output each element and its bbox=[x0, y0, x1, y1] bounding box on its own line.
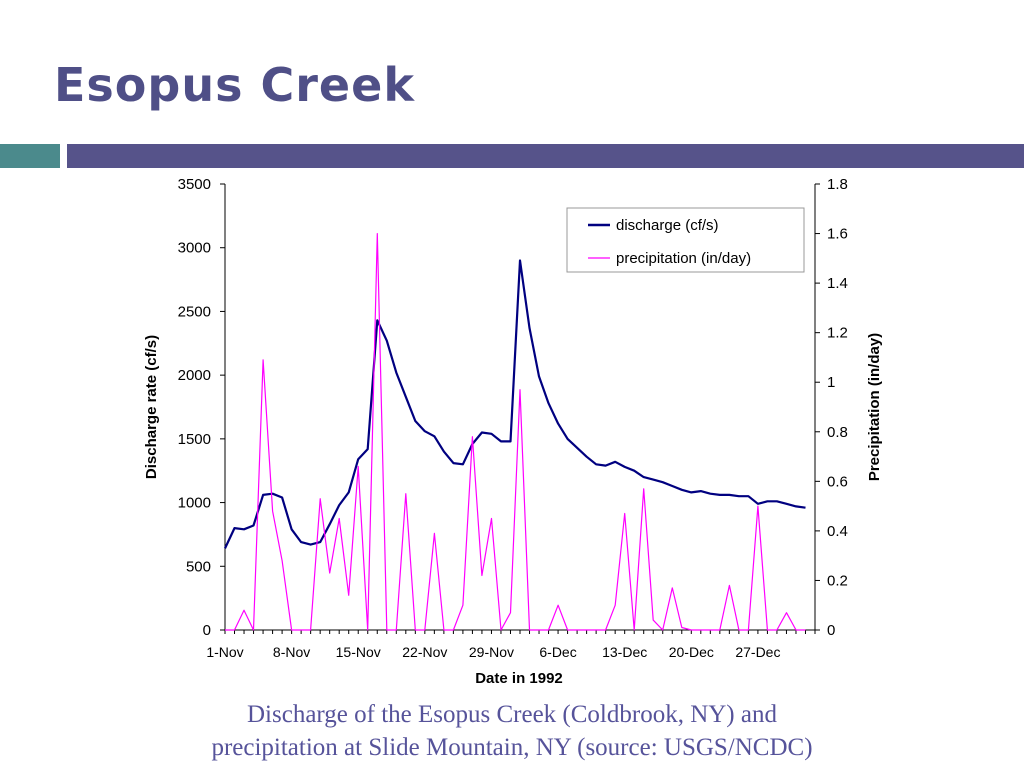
legend-label-discharge: discharge (cf/s) bbox=[616, 217, 719, 234]
left-tick-label: 2500 bbox=[178, 303, 211, 320]
x-tick-label: 13-Dec bbox=[602, 644, 647, 660]
left-tick-label: 0 bbox=[203, 622, 211, 639]
right-tick-label: 0.8 bbox=[827, 424, 848, 441]
x-tick-label: 20-Dec bbox=[669, 644, 714, 660]
x-tick-label: 27-Dec bbox=[735, 644, 780, 660]
x-tick-label: 22-Nov bbox=[402, 644, 447, 660]
precipitation-series-line bbox=[225, 232, 806, 631]
left-tick-label: 3500 bbox=[178, 176, 211, 193]
right-tick-label: 0.4 bbox=[827, 523, 848, 540]
x-axis-ticks: 1-Nov 8-Nov 15-Nov 22-Nov 29-Nov 6-Dec 13-Dec 2… bbox=[206, 630, 816, 660]
x-tick-label: 8-Nov bbox=[273, 644, 310, 660]
right-tick-label: 1.2 bbox=[827, 325, 848, 342]
x-tick-label: 1-Nov bbox=[206, 644, 243, 660]
y-axis-right-label: Precipitation (in/day) bbox=[866, 333, 883, 481]
left-tick-label: 500 bbox=[186, 558, 211, 575]
x-tick-label: 15-Nov bbox=[336, 644, 381, 660]
right-tick-label: 1.8 bbox=[827, 176, 848, 193]
x-tick-label: 29-Nov bbox=[469, 644, 514, 660]
left-tick-label: 2000 bbox=[178, 367, 211, 384]
left-tick-label: 1000 bbox=[178, 495, 211, 512]
right-tick-label: 0 bbox=[827, 622, 835, 639]
right-axis-ticks: 0 0.2 0.4 0.6 0.8 1 1.2 1.4 1.6 1.8 bbox=[815, 176, 848, 639]
caption-line-2: precipitation at Slide Mountain, NY (sou… bbox=[211, 734, 813, 761]
left-tick-label: 3000 bbox=[178, 240, 211, 257]
x-axis-label: Date in 1992 bbox=[475, 670, 563, 687]
discharge-series-line bbox=[224, 259, 806, 549]
legend-box bbox=[566, 207, 805, 273]
caption-line-1: Discharge of the Esopus Creek (Coldbrook… bbox=[247, 701, 777, 728]
right-tick-label: 1.6 bbox=[827, 226, 848, 243]
x-tick-label: 6-Dec bbox=[539, 644, 576, 660]
slide-title: Esopus Creek bbox=[54, 58, 415, 112]
figure-caption: Discharge of the Esopus Creek (Coldbrook… bbox=[0, 698, 1024, 764]
right-tick-label: 0.6 bbox=[827, 473, 848, 490]
right-tick-label: 0.2 bbox=[827, 572, 848, 589]
series-layer bbox=[224, 232, 806, 631]
y-axis-left-label: Discharge rate (cf/s) bbox=[143, 335, 160, 479]
left-tick-label: 1500 bbox=[178, 431, 211, 448]
right-tick-label: 1 bbox=[827, 374, 835, 391]
accent-bar-purple bbox=[67, 144, 1024, 168]
legend-label-precipitation: precipitation (in/day) bbox=[616, 250, 751, 267]
right-tick-label: 1.4 bbox=[827, 275, 848, 292]
legend: discharge (cf/s) precipitation (in/day) bbox=[566, 207, 805, 273]
accent-bar-teal bbox=[0, 144, 60, 168]
left-axis-ticks: 0 500 1000 1500 2000 2500 3000 3500 bbox=[178, 176, 225, 639]
